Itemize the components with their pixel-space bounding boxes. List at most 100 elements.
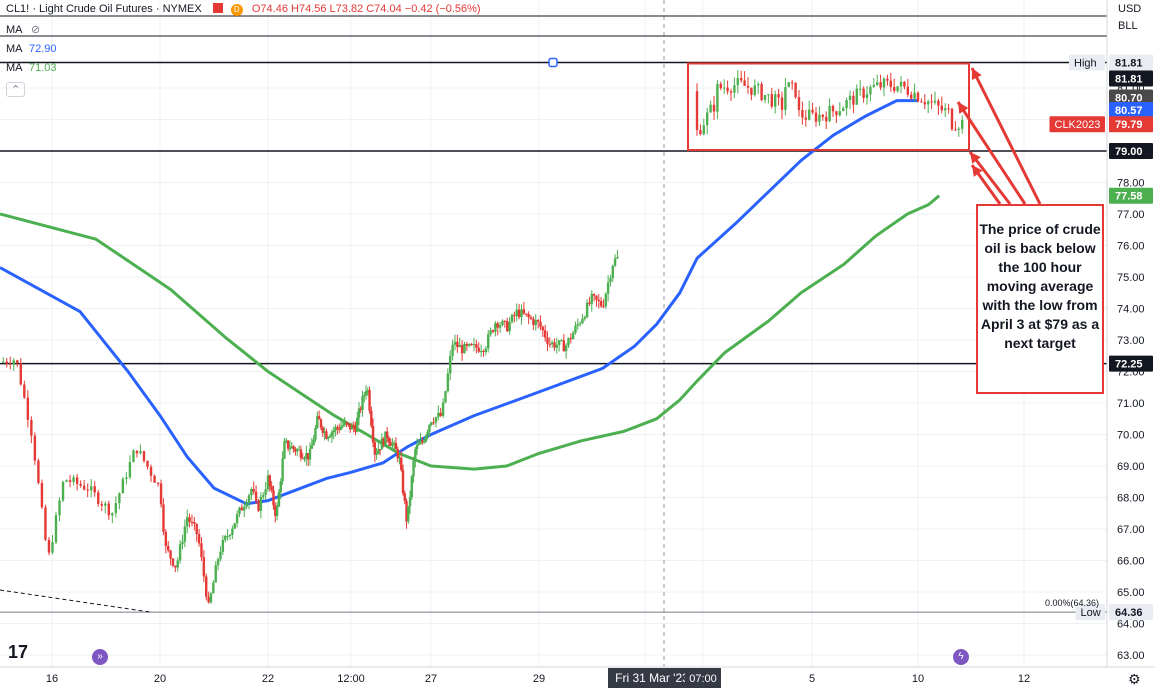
y-tick-label: 74.00 (1117, 304, 1145, 316)
candle-body (770, 94, 773, 107)
time-axis[interactable] (0, 667, 1155, 697)
candle-body (135, 450, 139, 454)
replay-icon[interactable]: » (92, 649, 108, 665)
symbol-legend: CL1! · Light Crude Oil Futures · NYMEX D… (6, 3, 481, 16)
annotation-arrow[interactable] (956, 101, 1027, 205)
x-tick-highlight (685, 668, 721, 688)
candle-body (424, 435, 428, 442)
candle-body (366, 390, 369, 392)
candle-body (489, 330, 492, 335)
candle-body (529, 317, 533, 319)
y-tick-label: 66.00 (1117, 556, 1145, 568)
candle-body (592, 294, 596, 296)
candle-body (588, 302, 591, 304)
candle-body (283, 441, 286, 459)
candle-body (316, 416, 319, 428)
price-tag (1109, 102, 1153, 119)
candle-body (947, 108, 950, 110)
x-tick-label: 07:00 (689, 673, 717, 685)
candle-body (285, 440, 288, 442)
candle-body (375, 453, 378, 455)
candle-body (520, 309, 523, 318)
candle-body (235, 513, 239, 524)
candle-body (903, 81, 906, 87)
candle-body (190, 521, 194, 523)
candle-body (132, 450, 135, 463)
candle-body (407, 506, 410, 522)
unit-label[interactable]: BLL (1118, 20, 1138, 32)
candle-body (107, 503, 110, 516)
candle-body (937, 100, 940, 106)
candle-body (290, 446, 293, 449)
candle-body (414, 449, 417, 462)
candle-body (279, 481, 282, 493)
line-handle[interactable] (548, 57, 558, 68)
settings-icon[interactable]: ⚙ (1128, 672, 1141, 688)
currency-label[interactable]: USD (1118, 3, 1142, 15)
x-tick-label: 22 (262, 673, 274, 685)
trend-line[interactable] (0, 589, 151, 613)
price-tag-label (1069, 54, 1105, 71)
candle-body (299, 449, 303, 458)
candle-body (292, 446, 295, 449)
candle-body (387, 437, 391, 443)
candle-body (75, 477, 79, 484)
price-tag-text: Low (1081, 607, 1101, 619)
arrowhead (958, 102, 969, 114)
eye-off-icon[interactable]: ⊘ (30, 24, 41, 36)
candle-body (245, 503, 248, 507)
candle-body (221, 539, 225, 552)
candle-body (437, 412, 440, 418)
candle-body (401, 469, 405, 494)
candle-body (377, 449, 380, 454)
candle-body (842, 108, 845, 112)
annotation-text: The price of crude oil is back below the… (979, 221, 1101, 351)
candle-body (209, 593, 213, 603)
candle-body (845, 100, 848, 109)
candle-body (729, 91, 733, 93)
annotation-arrow[interactable] (970, 67, 1042, 205)
ohlc-values: O74.46 H74.56 L73.82 C74.04 −0.42 (−0.56… (251, 3, 481, 15)
candle-body (453, 341, 457, 345)
collapse-legend-button[interactable]: ⌃ (6, 82, 26, 97)
candle-body (496, 323, 499, 328)
plot-area[interactable] (0, 0, 1107, 667)
candle-body (491, 330, 495, 332)
candle-body (243, 506, 246, 511)
lightning-icon[interactable]: ϟ (953, 649, 969, 665)
candle-body (72, 477, 75, 482)
candle-body (515, 309, 518, 316)
candle-body (539, 321, 542, 327)
candle-body (408, 497, 412, 507)
candle-body (869, 86, 872, 95)
candle-body (527, 314, 530, 318)
candle-body (534, 320, 537, 325)
candle-body (345, 422, 348, 424)
candle-body (569, 338, 572, 340)
price-tag (1109, 70, 1153, 87)
candle-body (859, 88, 862, 90)
candle-body (470, 343, 473, 345)
y-tick-label: 71.00 (1117, 398, 1145, 410)
interval-marker (212, 3, 223, 13)
candle-body (233, 523, 236, 529)
candle-body (247, 495, 251, 504)
annotation-arrow[interactable] (968, 151, 1012, 205)
candle-body (240, 507, 244, 511)
range-rectangle[interactable] (687, 62, 970, 151)
candle-body (458, 345, 461, 348)
candle-body (498, 325, 502, 328)
candle-body (79, 483, 82, 486)
candle-body (58, 500, 61, 516)
chevron-up-icon[interactable]: ⌃ (6, 82, 26, 97)
candle-body (702, 125, 705, 135)
candle-body (794, 82, 797, 98)
candle-body (364, 391, 368, 396)
tradingview-logo-icon[interactable]: 17 (8, 642, 29, 662)
y-tick-label: 73.00 (1117, 335, 1145, 347)
candle-body (441, 402, 445, 416)
candle-body (590, 294, 593, 304)
candle-body (472, 344, 476, 346)
candle-body (323, 431, 326, 434)
